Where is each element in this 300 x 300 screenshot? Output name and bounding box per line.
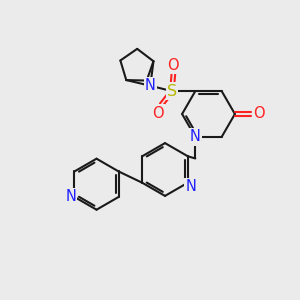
Text: N: N bbox=[190, 129, 201, 144]
Text: N: N bbox=[185, 179, 196, 194]
Text: O: O bbox=[253, 106, 265, 122]
Text: O: O bbox=[153, 106, 164, 121]
Text: S: S bbox=[167, 84, 177, 99]
Text: N: N bbox=[65, 190, 76, 205]
Text: O: O bbox=[168, 58, 179, 73]
Text: N: N bbox=[145, 78, 156, 93]
